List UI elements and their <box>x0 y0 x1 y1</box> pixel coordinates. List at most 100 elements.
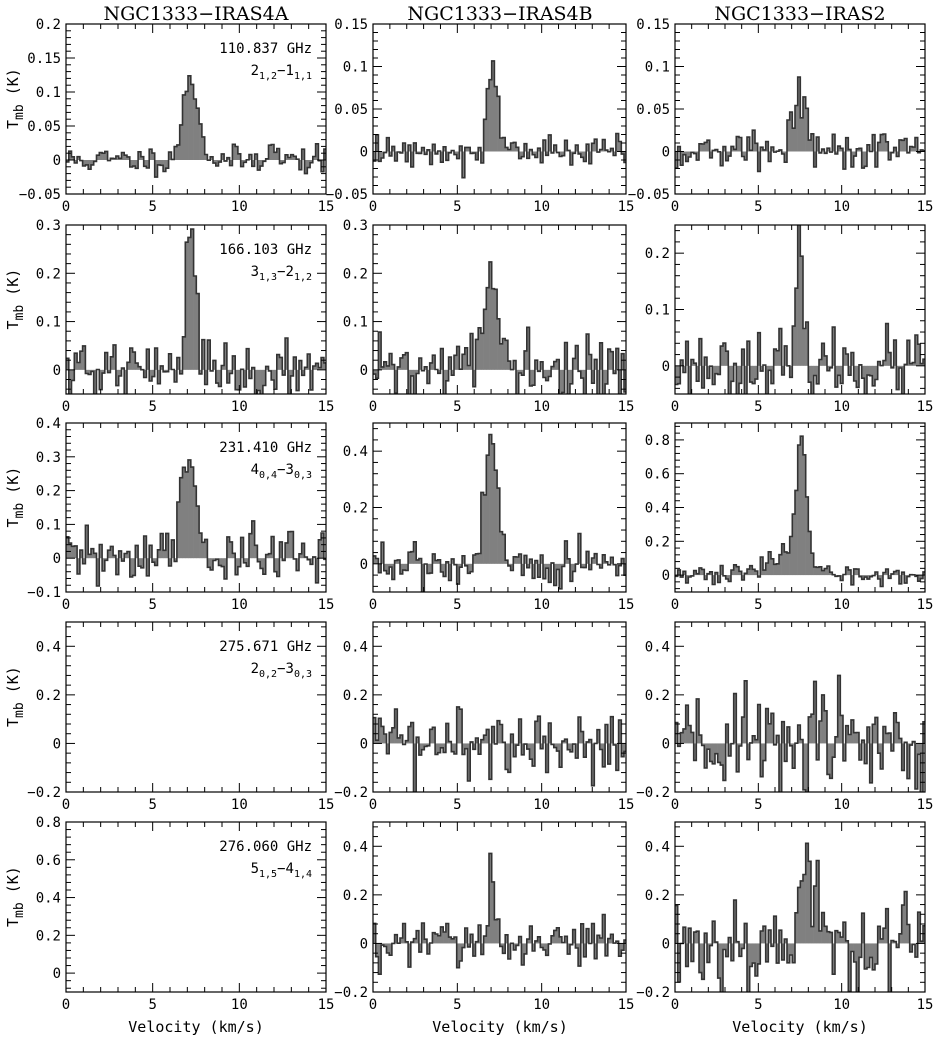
y-axis-label: Tmb (K) <box>4 467 27 528</box>
spectrum-channel <box>768 365 772 371</box>
spectrum-channel <box>456 346 460 370</box>
spectrum-channel <box>867 726 870 744</box>
spectrum-channel <box>773 916 777 944</box>
spectrum-channel <box>524 143 528 152</box>
spectrum-channel <box>399 563 403 574</box>
spectrum-channel <box>904 138 908 152</box>
spectrum-channel <box>287 157 291 160</box>
spectrum-channel <box>82 345 86 370</box>
spectrum-channel <box>440 563 444 572</box>
spectrum-channel <box>99 369 103 390</box>
spectrum-channel <box>193 275 197 370</box>
spectrum-channel <box>805 322 809 366</box>
spectrum-channel <box>174 146 178 160</box>
spectrum-channel <box>483 309 487 370</box>
spectrum-channel <box>378 332 382 370</box>
spectrum-channel <box>821 570 825 576</box>
spectrum-channel <box>526 939 530 944</box>
spectrum-channel <box>749 365 753 383</box>
spectrum-channel <box>301 149 305 160</box>
spectrum-channel <box>829 572 833 576</box>
spectrum-channel <box>448 741 452 744</box>
spectrum-channel <box>408 145 412 152</box>
frequency-label: 276.060 GHz <box>219 839 312 855</box>
spectrum-channel <box>516 943 520 946</box>
spectrum-channel <box>731 943 734 961</box>
spectrum-channel <box>768 551 772 576</box>
x-tick-label: 5 <box>453 199 461 215</box>
spectrum-channel <box>478 553 482 564</box>
spectrum-channel <box>315 363 319 370</box>
spectrum-channel <box>521 369 525 376</box>
spectrum-channel <box>462 555 466 564</box>
spectrum-channel <box>249 369 253 379</box>
spectrum-channel <box>462 943 466 948</box>
transition-label: 51,5−41,4 <box>251 861 312 880</box>
spectrum-channel <box>859 743 862 760</box>
spectrum-channel <box>480 739 484 744</box>
spectrum-channel <box>381 943 385 946</box>
spectrum-channel <box>602 369 606 394</box>
spectrum-channel <box>917 575 921 582</box>
y-tick-label: 0.2 <box>645 688 670 704</box>
spectrum-channel <box>240 160 244 167</box>
spectrum-channel <box>851 151 854 167</box>
spectrum-channel <box>920 575 924 579</box>
spectrum-channel <box>757 575 761 577</box>
y-tick-label: 0.4 <box>343 639 368 655</box>
spectrum-channel <box>235 369 239 390</box>
spectrum-channel <box>301 543 305 559</box>
spectrum-channel <box>752 943 756 964</box>
spectrum-channel <box>435 560 439 564</box>
x-tick-label: 15 <box>618 797 635 813</box>
spectrum-channel <box>816 567 820 576</box>
spectrum-channel <box>591 557 595 564</box>
spectrum-channel <box>168 152 172 160</box>
spectrum-channel <box>733 149 737 152</box>
spectrum-channel <box>816 743 820 760</box>
spectrum-channel <box>497 96 501 152</box>
spectrum-channel <box>602 139 606 152</box>
spectrum-channel <box>68 369 72 394</box>
spectrum-channel <box>779 743 782 792</box>
spectrum-channel <box>391 563 395 580</box>
spectrum-channel <box>71 156 75 160</box>
spectrum-channel <box>591 743 595 786</box>
spectrum-channel <box>290 531 294 559</box>
spectrum-channel <box>610 351 614 370</box>
spectrum-channel <box>124 155 128 160</box>
x-tick-label: 5 <box>754 597 762 613</box>
spectrum-channel <box>386 563 390 574</box>
spectrum-channel <box>731 146 734 152</box>
spectrum-channel <box>861 575 865 580</box>
spectrum-channel <box>132 558 136 576</box>
spectrum-channel <box>683 927 686 944</box>
spectrum-channel <box>157 549 161 559</box>
spectrum-channel <box>704 575 708 580</box>
spectrum-channel <box>518 369 522 373</box>
spectrum-channel <box>389 943 393 956</box>
spectrum-channel <box>583 743 587 758</box>
spectrum-channel <box>885 908 889 944</box>
spectrum-channel <box>564 936 568 944</box>
spectrum-channel <box>615 133 619 152</box>
spectrum-channel <box>891 365 894 368</box>
spectrum-channel <box>140 558 144 568</box>
spectrum-channel <box>899 365 902 369</box>
spectrum-channel <box>808 861 812 944</box>
spectrum-channel <box>215 369 219 384</box>
spectrum <box>675 842 925 992</box>
spectrum-channel <box>448 937 452 944</box>
spectrum-channel <box>717 575 721 583</box>
spectrum-channel <box>787 943 790 963</box>
frequency-label: 110.837 GHz <box>219 41 312 57</box>
spectrum-channel <box>789 743 793 746</box>
spectrum-channel <box>837 675 841 744</box>
spectrum-channel <box>591 369 595 384</box>
spectrum-channel <box>688 575 692 577</box>
spectrum-channel <box>851 575 854 585</box>
spectrum-channel <box>467 743 471 781</box>
spectrum-channel <box>572 929 576 944</box>
spectrum-channel <box>226 157 230 160</box>
spectrum-channel <box>510 563 514 571</box>
